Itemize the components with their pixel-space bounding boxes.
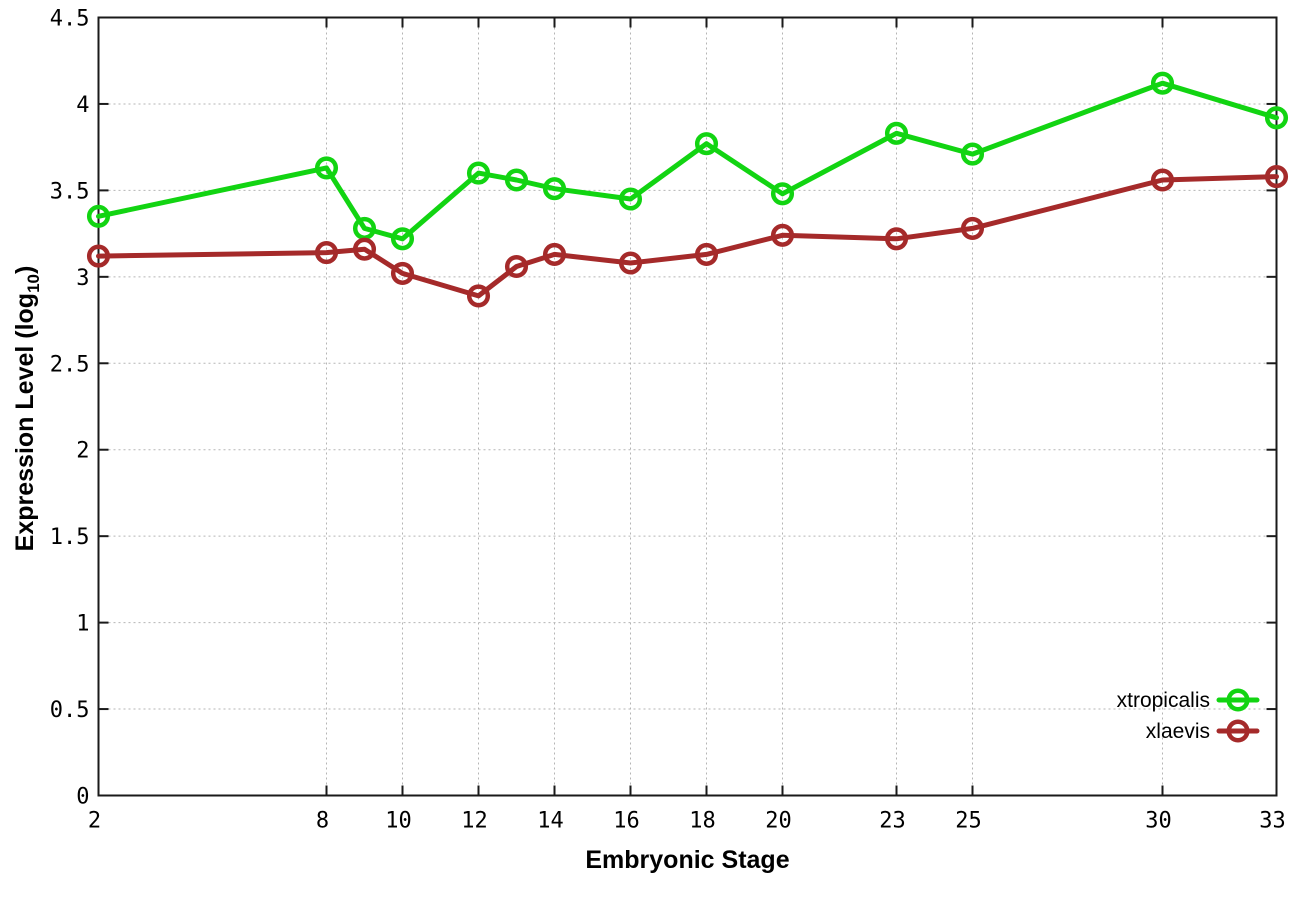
- data-point-xtropicalis: [86, 204, 111, 228]
- tick-marks: [97, 16, 1278, 797]
- data-point-xlaevis: [960, 216, 985, 240]
- data-point-xlaevis: [352, 237, 377, 261]
- y-axis-tick-label: 1: [76, 612, 89, 637]
- data-point-xlaevis: [390, 261, 415, 285]
- data-point-xtropicalis: [314, 156, 339, 180]
- data-point-xlaevis: [314, 241, 339, 265]
- legend-label-xlaevis: xlaevis: [1146, 720, 1210, 743]
- x-axis-label: Embryonic Stage: [585, 846, 789, 874]
- data-point-xlaevis: [694, 242, 719, 266]
- data-point-xlaevis: [542, 242, 567, 266]
- series-xlaevis: [86, 165, 1289, 308]
- data-point-xlaevis: [770, 223, 795, 247]
- data-point-xlaevis: [1264, 165, 1289, 189]
- y-axis-tick-label: 3.5: [50, 179, 90, 204]
- data-point-xlaevis: [466, 284, 491, 308]
- data-point-xtropicalis: [1150, 71, 1175, 95]
- data-point-xlaevis: [618, 251, 643, 275]
- y-axis-label: Expression Level (log10): [11, 266, 43, 552]
- data-point-xtropicalis: [542, 177, 567, 201]
- series-xtropicalis: [86, 71, 1289, 251]
- data-point-xtropicalis: [884, 121, 909, 145]
- x-axis-tick-label: 16: [613, 809, 640, 834]
- x-axis-tick-label: 12: [461, 809, 488, 834]
- x-axis-tick-label: 2: [88, 809, 101, 834]
- data-point-xtropicalis: [618, 187, 643, 211]
- legend: xtropicalis xlaevis: [1117, 688, 1260, 743]
- tick-labels: 2 8 10 12 14 16 18 20 23 25 30 33 0 0.5 1 1.5 2 2.5 3 3.5 4 4…: [50, 7, 1286, 834]
- series-line-xtropicalis: [96, 80, 1279, 242]
- x-axis-tick-label: 18: [689, 809, 716, 834]
- data-point-xtropicalis: [504, 168, 529, 192]
- y-axis-tick-label: 4: [76, 93, 89, 118]
- data-point-xlaevis: [884, 227, 909, 251]
- x-axis-tick-label: 33: [1259, 809, 1286, 834]
- y-axis-tick-label: 4.5: [50, 7, 90, 32]
- grid: [98, 17, 1277, 796]
- y-axis-tick-label: 0: [76, 785, 89, 810]
- y-axis-tick-label: 3: [76, 266, 89, 291]
- legend-marker-xlaevis: [1226, 719, 1250, 743]
- x-axis-tick-label: 23: [879, 809, 906, 834]
- y-axis-tick-label: 2: [76, 439, 89, 464]
- legend-marker-xtropicalis: [1226, 688, 1250, 712]
- data-point-xtropicalis: [390, 227, 415, 251]
- y-axis-tick-label: 1.5: [50, 525, 90, 550]
- series-line-xlaevis: [96, 174, 1279, 299]
- data-point-xlaevis: [86, 244, 111, 268]
- x-axis-tick-label: 8: [316, 809, 329, 834]
- x-axis-tick-label: 30: [1145, 809, 1172, 834]
- data-point-xtropicalis: [1264, 106, 1289, 130]
- data-point-xtropicalis: [770, 182, 795, 206]
- legend-label-xtropicalis: xtropicalis: [1117, 689, 1210, 712]
- x-axis-tick-label: 20: [765, 809, 792, 834]
- x-axis-tick-label: 10: [385, 809, 412, 834]
- y-axis-tick-label: 2.5: [50, 352, 90, 377]
- data-point-xtropicalis: [466, 161, 491, 185]
- data-point-xlaevis: [504, 254, 529, 279]
- plot-frame: [97, 16, 1278, 797]
- x-axis-tick-label: 25: [955, 809, 982, 834]
- x-axis-tick-label: 14: [537, 809, 564, 834]
- data-point-xtropicalis: [694, 132, 719, 156]
- data-point-xlaevis: [1150, 168, 1175, 192]
- data-point-xtropicalis: [960, 142, 985, 166]
- y-axis-tick-label: 0.5: [50, 698, 90, 723]
